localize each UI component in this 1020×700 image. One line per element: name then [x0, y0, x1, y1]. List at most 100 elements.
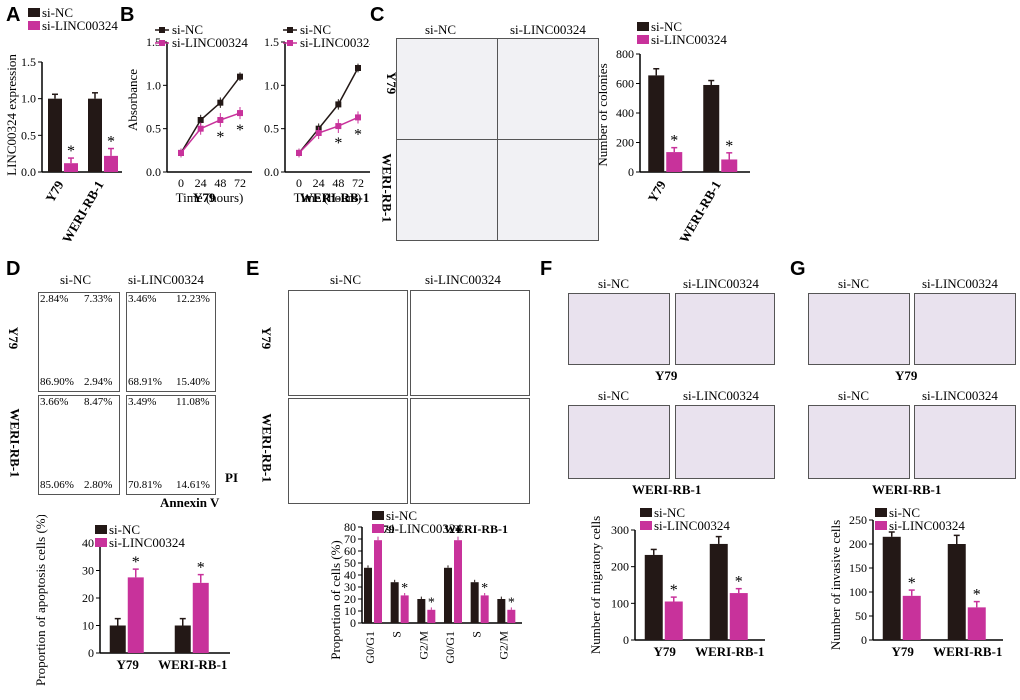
chart-d-xtick-1: WERI-RB-1	[158, 657, 227, 672]
chart-b2-point-0-2	[335, 101, 342, 108]
migration-weri-si	[675, 405, 775, 479]
chart-e-xtick-5: G2/M	[496, 631, 510, 660]
chart-c-bar-1-1	[721, 159, 738, 172]
chart-b2-point-1-0	[296, 149, 302, 156]
d-q-ll-3: 85.06%	[40, 479, 74, 491]
chart-e-group-weri: WERI-RB-1	[444, 522, 508, 536]
c-row-weri: WERI-RB-1	[379, 153, 395, 223]
chart-e-cellcycle: 01020304050607080*G0/G1*S*G2/M*G0/G1*S*G…	[330, 508, 522, 664]
chart-e-ytick-label-4: 40	[344, 568, 356, 582]
chart-d-legend-nc: si-NC	[109, 522, 140, 537]
chart-f-migration: 0 100 200 300 Number of migratory cells * Y79 *…	[588, 505, 765, 659]
chart-b2-star-72: *	[354, 126, 362, 143]
chart-b1-xtick-0: 0	[178, 176, 184, 190]
chart-g-ytick-label-0: 0	[861, 633, 867, 647]
chart-e-bar-4-0	[470, 582, 479, 623]
chart-b2-point-0-3	[355, 65, 361, 71]
chart-a-star-0: *	[67, 143, 75, 160]
d-q-lr-4: 14.61%	[176, 479, 210, 491]
chart-b1-legend-nc: si-NC	[172, 22, 203, 37]
chart-c-xtick-1: WERI-RB-1	[676, 178, 724, 246]
chart-b1-ytick-label-2: 1.0	[146, 78, 161, 92]
flow-plot-weri-nc	[38, 395, 120, 495]
chart-a-ytick-label-3: 1.5	[21, 55, 36, 69]
chart-b2-line-0	[298, 67, 359, 154]
migration-y79-si	[675, 293, 775, 365]
chart-g-xtick-1: WERI-RB-1	[933, 644, 1002, 659]
chart-b1-ytick-label-3: 1.5	[146, 35, 161, 49]
chart-e-star-5: *	[508, 595, 515, 610]
panel-label-e: E	[246, 258, 260, 280]
chart-b1-legend-si-marker	[159, 40, 165, 46]
g-col-nc: si-NC	[838, 276, 870, 291]
chart-e-bar-5-1	[507, 609, 516, 623]
chart-f-ytick-label-3: 300	[611, 523, 629, 537]
chart-e-ytick-label-7: 70	[344, 532, 356, 546]
chart-g-ytick-label-2: 100	[849, 585, 867, 599]
d-q-ll-1: 86.90%	[40, 376, 74, 388]
f-row-weri: WERI-RB-1	[632, 482, 702, 497]
chart-b2-star-48: *	[334, 135, 342, 152]
chart-f-ylabel: Number of migratory cells	[588, 516, 603, 654]
chart-e-star-1: *	[401, 581, 408, 596]
chart-f-bar-0-1	[664, 601, 683, 640]
chart-f-star-0: *	[670, 582, 678, 599]
panel-label-d: D	[6, 258, 21, 280]
chart-a-legend-si-swatch	[28, 21, 40, 30]
panel-label-a: A	[6, 4, 21, 26]
d-annexin-label: Annexin V	[160, 495, 220, 510]
chart-e-bar-3-1	[454, 540, 462, 623]
chart-b2-ytick-label-0: 0.0	[264, 165, 279, 179]
d-q-ll-2: 68.91%	[128, 376, 162, 388]
chart-c-bar-1-0	[703, 84, 720, 172]
chart-a-xtick-0: Y79	[42, 178, 66, 205]
chart-f-legend-nc-swatch	[640, 508, 652, 517]
chart-e-bar-5-0	[497, 599, 506, 623]
chart-e-legend-nc-swatch	[372, 511, 384, 520]
cellcycle-weri-nc	[288, 398, 408, 504]
flow-plot-weri-si	[126, 395, 216, 495]
chart-d-legend-si: si-LINC00324	[109, 535, 185, 550]
chart-e-ytick-label-2: 20	[344, 592, 356, 606]
chart-g-legend-nc: si-NC	[889, 505, 920, 520]
chart-b2-point-1-2	[335, 123, 342, 130]
chart-b1-legend-si: si-LINC00324	[172, 35, 248, 50]
chart-a-ylabel: LINC00324 expression	[4, 54, 19, 176]
chart-f-legend-si: si-LINC00324	[654, 518, 730, 533]
chart-e-xtick-2: G2/M	[416, 631, 430, 660]
b-sub-y79: Y79	[193, 190, 216, 205]
d-pi-label: PI	[225, 470, 238, 485]
colony-dish-y79-nc	[396, 38, 498, 140]
chart-c-legend-nc: si-NC	[651, 19, 682, 34]
chart-f-xtick-0: Y79	[654, 644, 677, 659]
chart-b1-line-1	[180, 112, 241, 154]
g-col-si-2: si-LINC00324	[922, 388, 998, 403]
d-col-si: si-LINC00324	[128, 272, 204, 287]
chart-e-ytick-label-6: 60	[344, 544, 356, 558]
flow-plot-y79-nc	[38, 292, 120, 392]
chart-a-bar-0-0	[48, 98, 62, 172]
chart-g-legend-si: si-LINC00324	[889, 518, 965, 533]
chart-d-apoptosis: 0 10 20 30 40 Proportion of apoptosis cells (…	[33, 515, 230, 686]
d-q-ul-2: 3.46%	[128, 293, 157, 305]
chart-g-ylabel: Number of invasive cells	[828, 520, 843, 650]
d-col-nc: si-NC	[60, 272, 92, 287]
chart-f-bar-0-0	[644, 554, 663, 640]
chart-b1-ylabel: Absorbance	[125, 69, 140, 131]
chart-e-legend-si-swatch	[372, 524, 384, 533]
invasion-weri-nc	[808, 405, 910, 479]
chart-c-ytick-label-1: 200	[616, 136, 634, 150]
d-q-lr-2: 15.40%	[176, 376, 210, 388]
chart-e-xtick-1: S	[390, 631, 404, 638]
panel-label-f: F	[540, 258, 553, 280]
f-col-nc-2: si-NC	[598, 388, 630, 403]
chart-d-star-1: *	[197, 560, 205, 577]
chart-d-legend-si-swatch	[95, 538, 107, 547]
e-row-y79: Y79	[259, 326, 275, 350]
chart-d-ytick-label-3: 30	[82, 564, 94, 578]
chart-b1-xtick-1: 24	[195, 176, 207, 190]
chart-b2-legend-si-marker	[287, 40, 293, 46]
d-row-y79: Y79	[6, 326, 22, 350]
